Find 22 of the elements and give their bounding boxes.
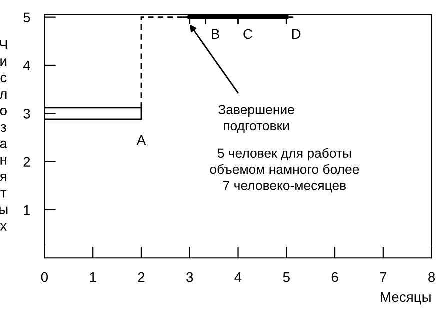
annotation: Завершение подготовки — [218, 105, 294, 134]
x-axis-title: Месяцы — [381, 292, 431, 305]
annotation: D — [292, 29, 301, 39]
annotation: 5 человек для работы объемом намного более 7 человеко-месяцев — [210, 148, 360, 193]
annotation: C — [244, 29, 252, 40]
annotation: B — [212, 29, 220, 39]
y-tick-label: 5 — [24, 12, 30, 23]
x-tick-label: 3 — [186, 272, 194, 282]
y-tick-label: 3 — [24, 108, 30, 119]
x-tick-label: 0 — [41, 272, 48, 282]
text: Число занятых — [0, 40, 8, 231]
x-tick-label: 8 — [428, 272, 436, 282]
y-tick-label: 4 — [23, 60, 30, 71]
x-tick-label: 4 — [234, 272, 242, 282]
y-tick-label: 2 — [24, 157, 30, 167]
x-tick-label: 5 — [283, 272, 290, 282]
x-tick-label: 6 — [332, 272, 338, 282]
x-tick-label: 2 — [138, 272, 145, 282]
x-tick-label: 1 — [90, 272, 96, 282]
annotation: A — [136, 135, 146, 146]
y-tick-label: 1 — [24, 205, 30, 216]
x-tick-label: 7 — [380, 272, 387, 282]
